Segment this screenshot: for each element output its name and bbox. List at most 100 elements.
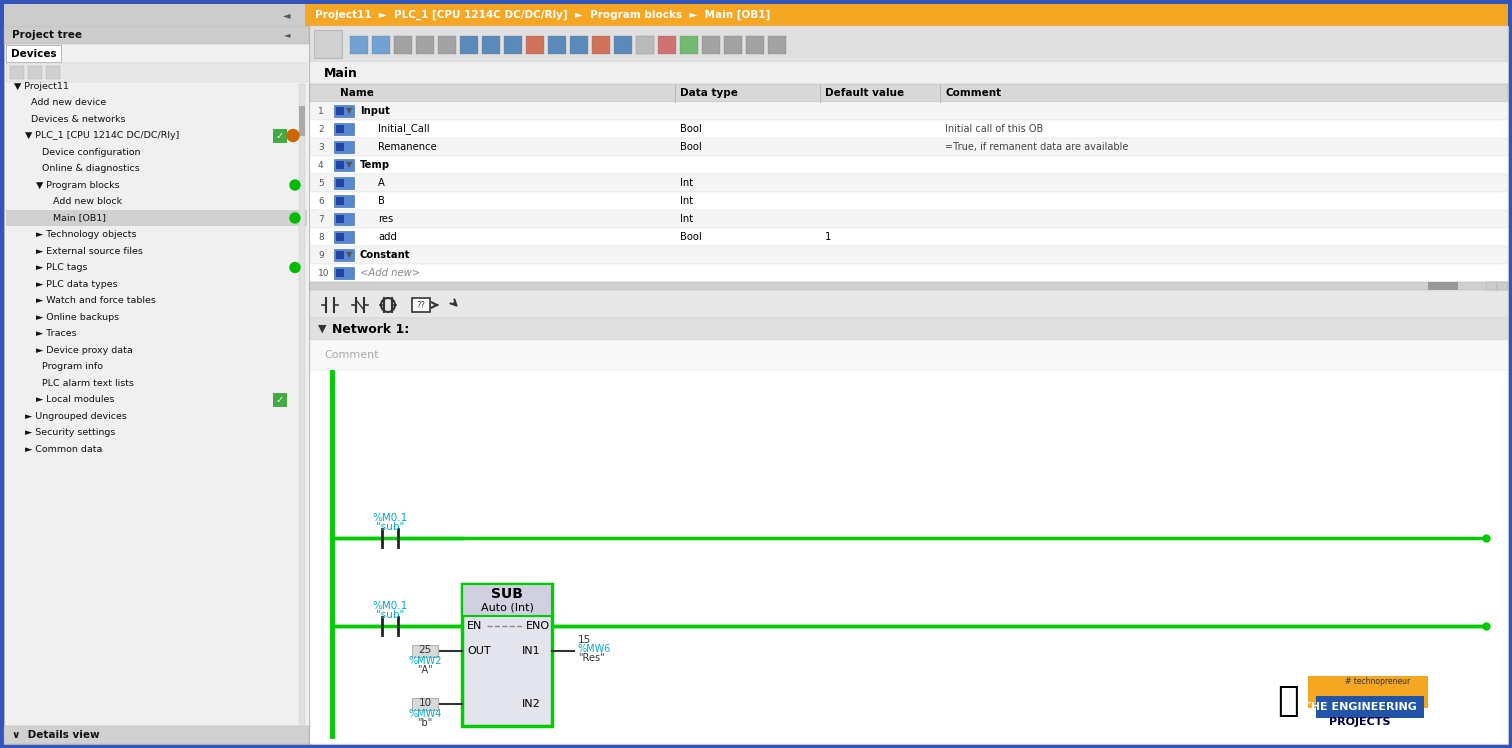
Bar xyxy=(372,36,390,54)
Bar xyxy=(336,251,345,259)
Bar xyxy=(336,197,345,205)
Bar xyxy=(310,340,1507,370)
Text: Remanence: Remanence xyxy=(378,142,437,152)
Text: EN: EN xyxy=(467,621,482,631)
Text: %M0.1: %M0.1 xyxy=(372,601,408,611)
Text: add: add xyxy=(378,232,396,242)
Text: Initial call of this OB: Initial call of this OB xyxy=(945,124,1043,134)
Bar xyxy=(310,228,1507,246)
Bar xyxy=(29,66,42,79)
Text: Int: Int xyxy=(680,196,692,206)
Text: SUB: SUB xyxy=(491,587,523,601)
Bar xyxy=(5,4,305,26)
Bar xyxy=(336,161,345,169)
Text: Bool: Bool xyxy=(680,124,702,134)
Bar xyxy=(310,370,1507,744)
Bar xyxy=(334,123,354,135)
Bar xyxy=(336,107,345,115)
Text: "A": "A" xyxy=(417,665,432,675)
Text: "b": "b" xyxy=(417,718,432,728)
Text: ► PLC tags: ► PLC tags xyxy=(36,263,88,272)
Bar xyxy=(310,156,1507,174)
Bar xyxy=(310,120,1507,138)
Text: Devices: Devices xyxy=(11,49,57,58)
Bar xyxy=(310,282,1507,290)
Text: 8: 8 xyxy=(318,233,324,242)
Bar xyxy=(310,210,1507,228)
Bar xyxy=(45,66,60,79)
Text: Devices & networks: Devices & networks xyxy=(26,114,125,123)
Text: Bool: Bool xyxy=(680,232,702,242)
Text: "Res": "Res" xyxy=(578,653,605,663)
Bar xyxy=(299,106,305,136)
Bar xyxy=(1497,282,1507,290)
Circle shape xyxy=(287,129,299,141)
Text: Add new device: Add new device xyxy=(26,98,106,107)
Bar xyxy=(411,298,429,312)
Text: ► Traces: ► Traces xyxy=(36,329,77,338)
Text: "sub": "sub" xyxy=(376,610,404,620)
Text: Temp: Temp xyxy=(360,160,390,170)
Bar xyxy=(310,26,1507,62)
Bar xyxy=(724,36,742,54)
Text: ► Device proxy data: ► Device proxy data xyxy=(36,346,133,355)
Text: Int: Int xyxy=(680,178,692,188)
Bar xyxy=(1315,696,1424,718)
Text: Comment: Comment xyxy=(324,350,378,360)
Circle shape xyxy=(290,213,299,223)
Bar xyxy=(314,30,342,58)
Bar xyxy=(463,584,552,616)
Bar xyxy=(310,26,1507,744)
Text: ► Local modules: ► Local modules xyxy=(36,395,115,404)
Bar xyxy=(336,233,345,241)
Text: ► Watch and force tables: ► Watch and force tables xyxy=(36,296,156,305)
Text: ◄: ◄ xyxy=(284,31,290,40)
Bar xyxy=(637,36,655,54)
Circle shape xyxy=(290,180,299,190)
Text: ▼ Program blocks: ▼ Program blocks xyxy=(36,180,119,189)
Bar xyxy=(5,726,308,744)
Text: Main: Main xyxy=(324,67,358,79)
Text: ▼: ▼ xyxy=(346,251,352,260)
Text: Main [OB1]: Main [OB1] xyxy=(47,213,106,222)
Text: ► Common data: ► Common data xyxy=(26,444,103,453)
Text: ► Online backups: ► Online backups xyxy=(36,313,119,322)
Bar xyxy=(336,143,345,151)
Bar xyxy=(299,84,305,726)
Bar xyxy=(482,36,500,54)
Text: ► External source files: ► External source files xyxy=(36,247,142,256)
Bar xyxy=(680,36,699,54)
Bar xyxy=(310,84,1507,102)
Text: 5: 5 xyxy=(318,179,324,188)
Bar xyxy=(503,36,522,54)
Bar xyxy=(570,36,588,54)
Text: Auto (Int): Auto (Int) xyxy=(481,602,534,612)
Text: Device configuration: Device configuration xyxy=(36,147,141,156)
Bar xyxy=(334,267,354,279)
Bar xyxy=(274,393,287,406)
Text: ► Technology objects: ► Technology objects xyxy=(36,230,136,239)
Text: ► Security settings: ► Security settings xyxy=(26,428,115,437)
Bar xyxy=(438,36,457,54)
Text: PLC alarm text lists: PLC alarm text lists xyxy=(36,378,135,387)
Bar xyxy=(5,26,308,744)
Bar xyxy=(310,318,1507,340)
Text: 🤖: 🤖 xyxy=(1278,684,1299,718)
Text: ??: ?? xyxy=(416,301,425,310)
Bar xyxy=(274,129,287,143)
Bar xyxy=(745,36,764,54)
Bar xyxy=(11,66,24,79)
Text: =True, if remanent data are available: =True, if remanent data are available xyxy=(945,142,1128,152)
Text: Initial_Call: Initial_Call xyxy=(378,123,429,135)
Text: 10: 10 xyxy=(419,698,431,708)
Text: ▼: ▼ xyxy=(346,106,352,115)
Text: ▼ Project11: ▼ Project11 xyxy=(14,82,70,91)
Bar xyxy=(336,269,345,277)
Bar xyxy=(310,264,1507,282)
Bar xyxy=(310,138,1507,156)
Bar xyxy=(614,36,632,54)
Text: ✓: ✓ xyxy=(275,394,284,405)
Bar xyxy=(5,4,1507,26)
Text: %MW4: %MW4 xyxy=(408,709,442,719)
Bar xyxy=(1486,282,1497,290)
